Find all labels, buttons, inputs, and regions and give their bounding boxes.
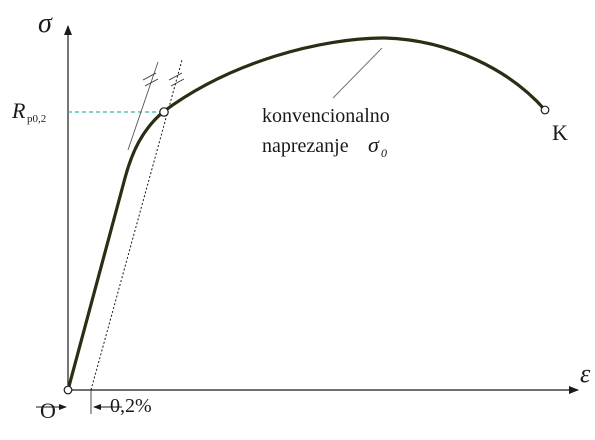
parallel-marks-right: [169, 73, 184, 86]
yield-point: [160, 108, 168, 116]
fracture-label: K: [552, 120, 568, 145]
offset-label: 0,2%: [110, 395, 152, 417]
annotation-line1: konvencionalno: [262, 105, 390, 127]
yield-symbol-main: R: [11, 98, 26, 123]
fracture-point: [541, 106, 549, 114]
origin-label: O: [40, 398, 56, 423]
annotation-line2-text: naprezanje: [262, 135, 349, 157]
annotation-symbol: σ: [368, 132, 380, 157]
y-axis-symbol: σ: [38, 8, 53, 39]
yield-symbol: R p0,2: [11, 98, 46, 125]
x-axis-symbol: ε: [580, 359, 591, 388]
annotation-leader-line: [333, 48, 382, 98]
origin-point: [64, 386, 72, 394]
annotation-symbol-sub: 0: [381, 146, 387, 160]
annotation-line2: naprezanje σ 0: [262, 132, 387, 160]
yield-symbol-sub: p0,2: [27, 113, 46, 125]
stress-strain-curve: [68, 38, 545, 390]
